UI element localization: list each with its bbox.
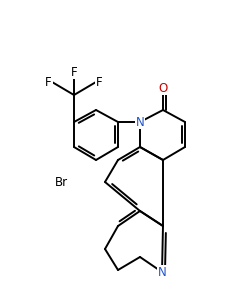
Text: Br: Br [55, 176, 68, 189]
Text: O: O [158, 81, 167, 94]
Text: N: N [135, 115, 144, 128]
Text: F: F [96, 75, 102, 89]
Text: N: N [157, 266, 166, 279]
Text: F: F [45, 75, 52, 89]
Text: F: F [70, 65, 77, 78]
